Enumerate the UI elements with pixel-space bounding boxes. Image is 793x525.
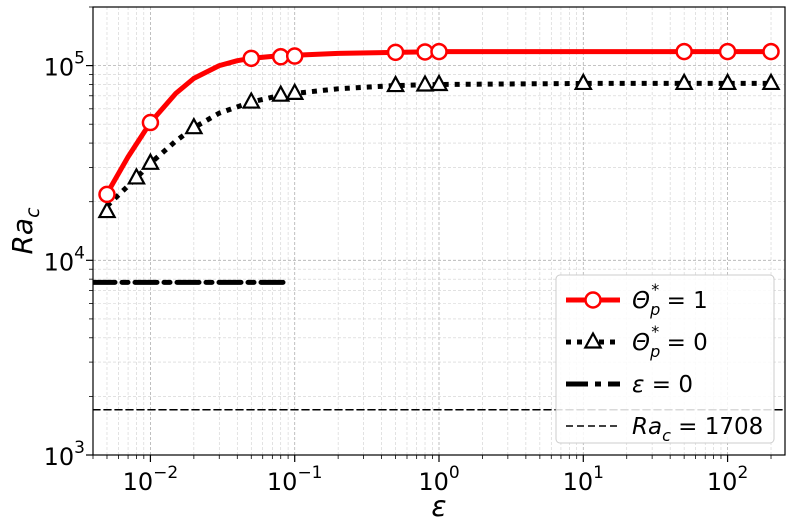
series-theta-1-point xyxy=(285,47,304,65)
x-tick-label-base: 10 xyxy=(267,468,298,496)
x-tick-label: 10−2 xyxy=(123,463,179,496)
series-theta-0 xyxy=(97,72,781,219)
series-theta-0-point xyxy=(97,200,117,219)
y-axis-label-sub: c xyxy=(22,207,44,218)
y-tick-label-base: 10 xyxy=(44,248,75,276)
legend-label-sub: p xyxy=(649,342,660,361)
series-theta-0-point xyxy=(415,74,435,92)
legend-label-symbol: Θ xyxy=(632,330,650,356)
series-theta-0-point xyxy=(429,73,449,92)
y-tick-label-base: 10 xyxy=(44,54,75,82)
x-tick-label-base: 10 xyxy=(418,468,449,496)
series-theta-0-point xyxy=(140,152,160,170)
y-tick-label: 103 xyxy=(44,438,85,471)
x-tick-label-exp: 1 xyxy=(593,463,604,483)
x-tick-label: 101 xyxy=(563,463,604,496)
legend-label: Rac = 1708 xyxy=(632,414,763,445)
x-tick-label: 10−1 xyxy=(267,463,323,496)
series-theta-1 xyxy=(98,42,780,204)
legend-marker xyxy=(583,331,603,349)
legend-item-theta-0: Θp* = 0 xyxy=(566,322,708,361)
legend-label-symbol: ε xyxy=(632,372,644,398)
series-theta-0-point xyxy=(241,91,261,109)
legend-marker xyxy=(584,291,602,309)
y-tick-label: 104 xyxy=(44,243,85,276)
series-theta-1-point xyxy=(242,49,261,68)
series-theta-0-point xyxy=(285,82,305,101)
series-theta-1-point xyxy=(98,185,116,204)
legend-label-rest: = 0 xyxy=(659,330,708,356)
y-axis-label-base: Ra xyxy=(6,218,39,255)
x-axis-label: ε xyxy=(431,490,446,523)
series-theta-0-point xyxy=(126,167,146,185)
series-theta-0-point xyxy=(184,116,204,135)
x-tick-label: 102 xyxy=(707,463,748,496)
y-tick-label-exp: 5 xyxy=(74,49,85,69)
series-theta-1-point xyxy=(271,48,290,66)
y-axis-label: Rac xyxy=(6,207,44,255)
x-tick-label-exp: 2 xyxy=(737,463,748,483)
legend-label-sup: * xyxy=(651,322,659,341)
legend-label-symbol: Ra xyxy=(632,414,662,440)
series-theta-0-point xyxy=(386,74,406,93)
legend-label-rest: = 0 xyxy=(644,372,693,398)
legend-label-symbol: Θ xyxy=(632,288,650,314)
series-theta-1-point xyxy=(762,42,780,61)
legend-item-ra-1708: Rac = 1708 xyxy=(566,414,763,445)
legend-label-sub: c xyxy=(662,426,671,445)
legend-box xyxy=(555,274,775,444)
series-layer xyxy=(93,42,785,411)
x-tick-label-exp: −2 xyxy=(153,463,178,483)
series-theta-0-point xyxy=(674,72,694,91)
series-theta-1-point xyxy=(430,42,448,61)
series-theta-1-point xyxy=(675,42,693,61)
y-tick-label-exp: 4 xyxy=(74,243,85,263)
series-theta-1-point xyxy=(386,43,405,62)
legend-label: Θp* = 0 xyxy=(632,322,708,361)
legend-label: ε = 0 xyxy=(632,372,693,398)
series-theta-0-line xyxy=(105,80,772,208)
x-tick-label-base: 10 xyxy=(707,468,738,496)
series-theta-1-point xyxy=(141,113,160,132)
series-theta-0-point xyxy=(718,72,738,91)
plot-area xyxy=(93,42,785,411)
x-tick-label: 100 xyxy=(418,463,459,496)
y-tick-label-exp: 3 xyxy=(74,438,85,458)
legend-label-rest: = 1 xyxy=(659,288,708,314)
legend-label-rest: = 1708 xyxy=(671,414,763,440)
y-tick-label: 105 xyxy=(44,49,85,82)
series-theta-1-point xyxy=(718,42,737,61)
x-tick-label-exp: 0 xyxy=(449,463,460,483)
series-theta-0-point xyxy=(271,84,291,102)
x-tick-label-exp: −1 xyxy=(297,463,322,483)
legend-label-sup: * xyxy=(651,280,659,299)
series-theta-0-point xyxy=(761,72,781,91)
legend-item-theta-1: Θp* = 1 xyxy=(566,280,708,319)
series-theta-0-point xyxy=(573,72,593,91)
x-tick-label-base: 10 xyxy=(563,468,594,496)
y-tick-label-base: 10 xyxy=(44,443,75,471)
x-tick-label-base: 10 xyxy=(123,468,154,496)
legend-label: Θp* = 1 xyxy=(632,280,708,319)
axis-labels: ε Rac xyxy=(6,207,447,523)
legend-item-epsilon-0: ε = 0 xyxy=(566,372,693,398)
legend-label-sub: p xyxy=(649,300,660,319)
